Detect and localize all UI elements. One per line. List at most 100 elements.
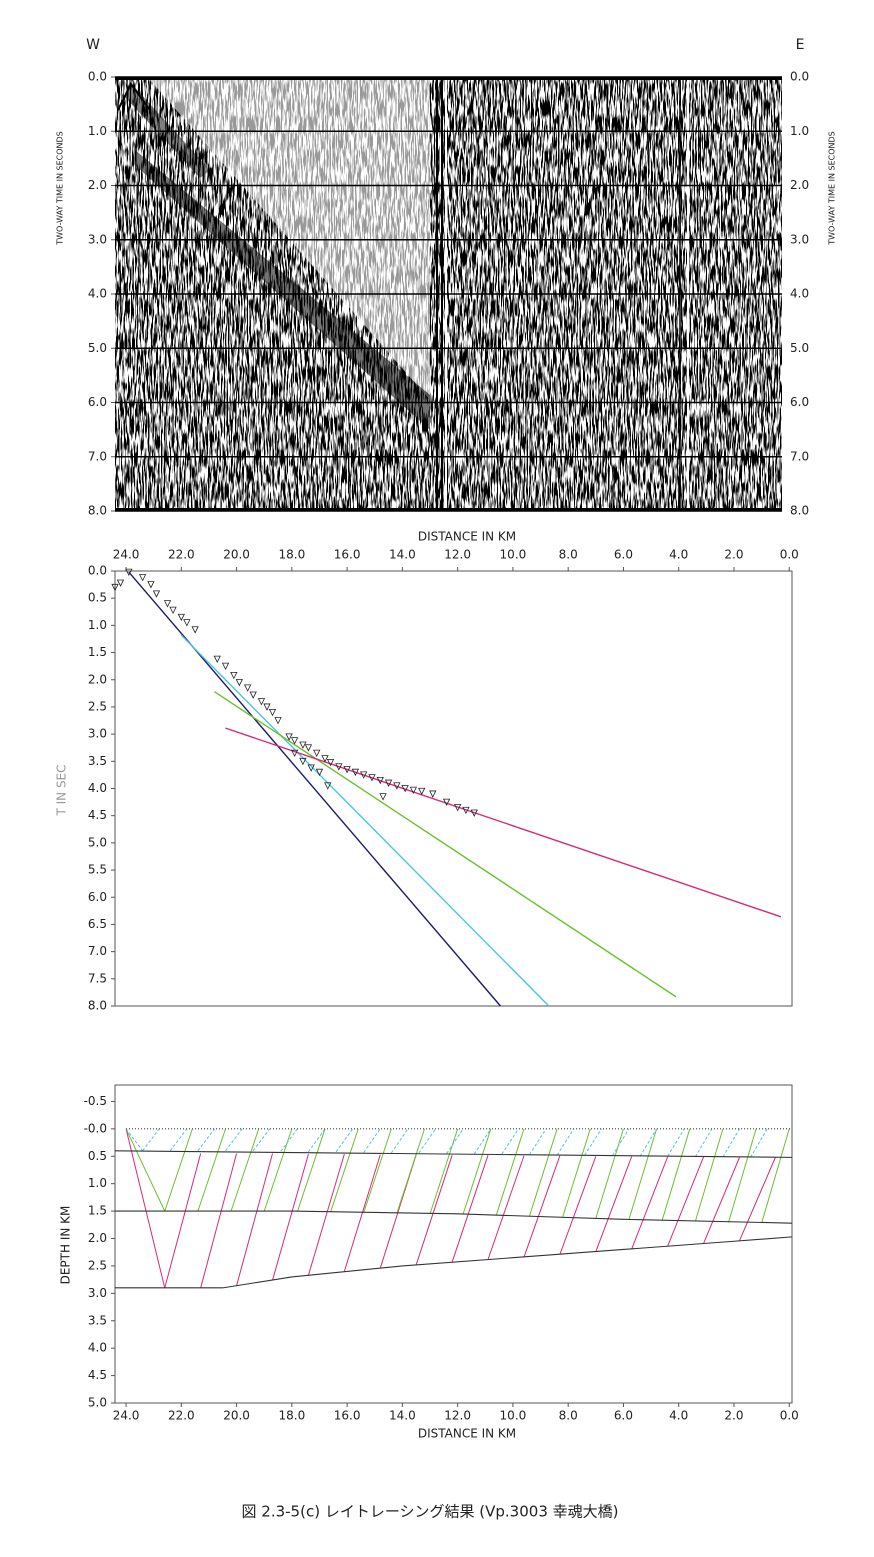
ray bbox=[164, 1153, 202, 1288]
ray bbox=[280, 1128, 298, 1152]
observed-point bbox=[324, 782, 332, 790]
x-tick-label: 18.0 bbox=[278, 548, 305, 562]
curve bbox=[225, 727, 782, 918]
observed-point bbox=[299, 741, 307, 749]
y-tick-label-right: 5.0 bbox=[790, 341, 809, 355]
observed-point bbox=[379, 793, 387, 801]
ray bbox=[529, 1128, 547, 1155]
ray bbox=[125, 1128, 166, 1288]
x-axis-title: DISTANCE IN KM bbox=[418, 530, 516, 544]
y-tick-label: 4.5 bbox=[88, 808, 107, 822]
y-tick-label: 1.0 bbox=[88, 124, 107, 138]
ray bbox=[272, 1153, 309, 1281]
x-tick-label: 6.0 bbox=[614, 1409, 633, 1423]
layer-boundary bbox=[115, 1210, 793, 1224]
ray bbox=[584, 1128, 602, 1156]
observed-point bbox=[249, 691, 257, 699]
observed-point bbox=[268, 708, 277, 717]
observed-point bbox=[321, 755, 329, 763]
y-tick-label: 0.0 bbox=[88, 564, 107, 578]
x-tick-label: 12.0 bbox=[444, 1409, 471, 1423]
observed-point bbox=[213, 655, 221, 663]
y-tick-label: 3.5 bbox=[88, 754, 107, 768]
ray bbox=[169, 1128, 188, 1152]
observed-point bbox=[125, 568, 133, 576]
observed-point bbox=[111, 583, 119, 592]
observed-point bbox=[290, 737, 299, 745]
y-tick-label-right: 3.0 bbox=[790, 232, 809, 246]
y-tick-label-right: 0.0 bbox=[790, 70, 809, 84]
plot-frame bbox=[114, 1084, 793, 1404]
ray bbox=[473, 1128, 492, 1155]
ray bbox=[164, 1128, 193, 1212]
ray bbox=[363, 1128, 381, 1153]
y-tick-label: 7.5 bbox=[88, 971, 107, 985]
observed-point bbox=[191, 626, 199, 634]
y-tick-label: 2.0 bbox=[88, 178, 107, 192]
ray bbox=[694, 1128, 713, 1158]
observed-point bbox=[183, 619, 191, 627]
x-tick-label: 8.0 bbox=[559, 1409, 578, 1423]
ray bbox=[611, 1128, 630, 1156]
x-tick-label: 24.0 bbox=[113, 548, 140, 562]
y-tick-label: 2.0 bbox=[88, 672, 107, 686]
y-axis-title: T IN SEC bbox=[55, 764, 69, 816]
observed-point bbox=[376, 776, 384, 785]
y-tick-label-right: 2.0 bbox=[790, 178, 809, 192]
observed-point bbox=[384, 779, 393, 787]
observed-point bbox=[429, 790, 437, 798]
observed-point bbox=[401, 785, 409, 793]
ray bbox=[628, 1128, 658, 1220]
east-label: E bbox=[796, 37, 805, 53]
y-tick-label: 4.5 bbox=[88, 1368, 107, 1382]
y-tick-label-right: 1.0 bbox=[790, 124, 809, 138]
ray bbox=[595, 1156, 633, 1252]
ray bbox=[694, 1128, 724, 1222]
y-tick-label-right: 4.0 bbox=[790, 287, 809, 301]
ray bbox=[230, 1128, 260, 1212]
ray bbox=[559, 1156, 597, 1255]
y-tick-label: 0.0 bbox=[88, 70, 107, 84]
observed-point bbox=[343, 766, 351, 774]
ray bbox=[225, 1128, 243, 1152]
observed-point bbox=[285, 733, 293, 741]
y-tick-label: 5.0 bbox=[88, 835, 107, 849]
observed-point bbox=[315, 768, 324, 777]
observed-point bbox=[393, 782, 401, 790]
x-tick-label: 20.0 bbox=[223, 548, 250, 562]
x-tick-label: 8.0 bbox=[559, 548, 578, 562]
observed-point bbox=[470, 809, 478, 817]
observed-point bbox=[163, 600, 172, 608]
observed-point bbox=[235, 679, 243, 687]
observed-point bbox=[442, 798, 451, 806]
observed-point bbox=[299, 757, 307, 766]
x-tick-label: 24.0 bbox=[113, 1409, 140, 1423]
y-tick-label: 8.0 bbox=[88, 504, 107, 518]
y-tick-label: 4.0 bbox=[88, 287, 107, 301]
observed-point bbox=[274, 717, 282, 725]
y-tick-label-right: 6.0 bbox=[790, 395, 809, 409]
ray bbox=[562, 1128, 591, 1218]
x-tick-label: 4.0 bbox=[669, 548, 688, 562]
x-tick-label: 22.0 bbox=[168, 548, 195, 562]
ray bbox=[639, 1128, 658, 1157]
ray bbox=[667, 1128, 685, 1157]
y-tick-label: 8.0 bbox=[88, 999, 107, 1013]
y-tick-label: 7.0 bbox=[88, 449, 107, 463]
ray bbox=[739, 1157, 776, 1241]
ray bbox=[390, 1128, 409, 1154]
ray bbox=[236, 1153, 273, 1286]
layer-boundary bbox=[114, 1150, 793, 1158]
y-axis-title: DEPTH IN KM bbox=[59, 1206, 73, 1285]
ray bbox=[523, 1155, 561, 1258]
observed-point bbox=[243, 684, 252, 692]
observed-point bbox=[368, 774, 376, 782]
observed-point bbox=[169, 606, 177, 615]
ray bbox=[529, 1128, 558, 1217]
y-tick-label: 2.0 bbox=[88, 1231, 107, 1245]
y-tick-label: 3.5 bbox=[88, 1313, 107, 1327]
observed-point bbox=[230, 672, 238, 680]
y-tick-label: 1.0 bbox=[88, 1176, 107, 1190]
